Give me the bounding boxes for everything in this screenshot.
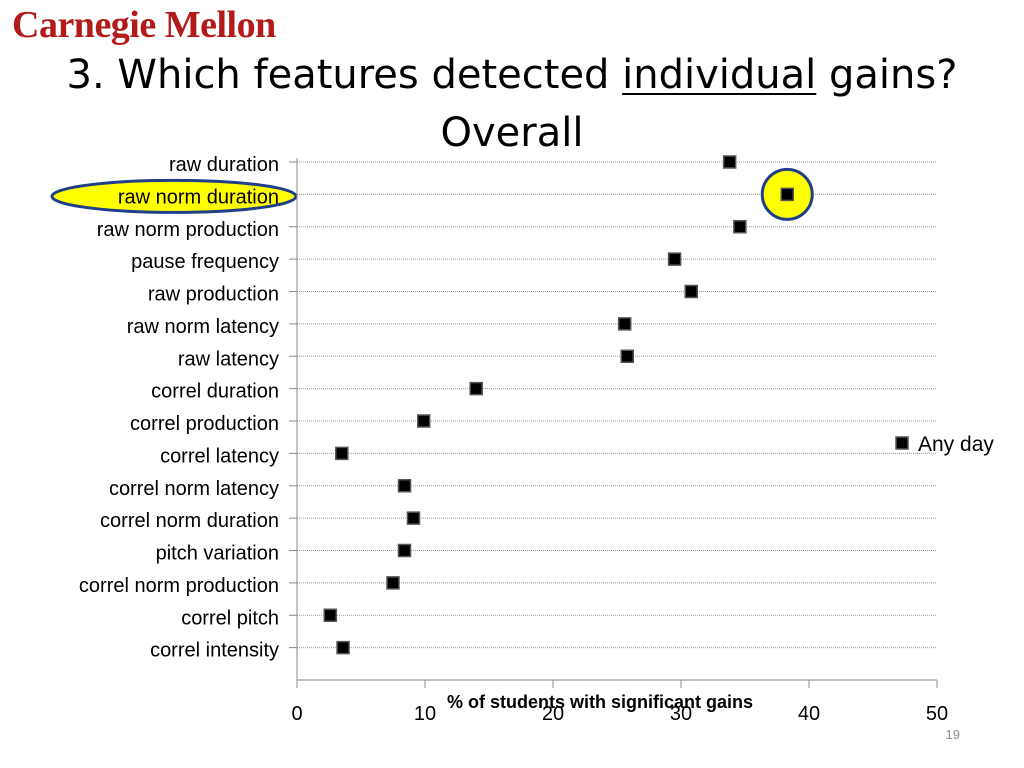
data-point bbox=[667, 252, 682, 266]
slide-title: 3. Which features detected individual ga… bbox=[0, 46, 1024, 162]
category-label: raw norm production bbox=[97, 219, 279, 241]
data-point bbox=[397, 543, 412, 558]
university-logo: Carnegie Mellon bbox=[12, 4, 276, 46]
category-label: raw duration bbox=[169, 154, 279, 176]
title-line-1: 3. Which features detected individual ga… bbox=[0, 46, 1024, 104]
title-suffix: gains? bbox=[816, 52, 958, 98]
x-tick-label: 10 bbox=[414, 703, 436, 725]
x-axis-label: % of students with significant gains bbox=[447, 692, 753, 712]
title-prefix: 3. Which features detected bbox=[66, 52, 623, 98]
page-number: 19 bbox=[945, 727, 960, 742]
x-tick-label: 20 bbox=[542, 703, 564, 725]
data-point bbox=[386, 576, 400, 590]
data-point bbox=[397, 479, 412, 493]
category-label: correl duration bbox=[151, 381, 279, 403]
category-label: raw latency bbox=[178, 348, 279, 370]
data-point bbox=[335, 446, 349, 461]
data-point bbox=[722, 155, 737, 169]
category-label: correl norm duration bbox=[100, 510, 279, 532]
category-label: correl latency bbox=[160, 445, 279, 467]
title-emphasis: individual bbox=[622, 52, 817, 98]
data-point bbox=[617, 317, 632, 331]
category-label: raw norm duration bbox=[118, 186, 279, 208]
data-point bbox=[684, 284, 698, 299]
category-label: pause frequency bbox=[131, 251, 279, 273]
data-point bbox=[469, 381, 483, 396]
category-label: correl intensity bbox=[150, 640, 279, 662]
x-tick-label: 30 bbox=[670, 703, 692, 725]
title-line-2: Overall bbox=[440, 110, 584, 156]
x-tick-label: 40 bbox=[798, 703, 820, 725]
legend-marker bbox=[895, 436, 909, 450]
category-label: raw production bbox=[148, 284, 279, 306]
category-label: correl pitch bbox=[181, 607, 279, 629]
data-point bbox=[323, 608, 338, 622]
x-tick-label: 0 bbox=[291, 703, 302, 725]
data-point bbox=[620, 349, 634, 363]
category-label: correl production bbox=[130, 413, 279, 435]
legend-label: Any day bbox=[918, 433, 994, 456]
category-label: pitch variation bbox=[156, 543, 279, 565]
category-label: correl norm production bbox=[79, 575, 279, 597]
data-point bbox=[416, 414, 431, 428]
category-label: raw norm latency bbox=[127, 316, 279, 338]
category-label: correl norm latency bbox=[109, 478, 279, 500]
highlight-ellipse-label bbox=[50, 178, 298, 214]
data-point bbox=[336, 640, 350, 655]
x-tick-label: 50 bbox=[926, 703, 948, 725]
data-point bbox=[733, 220, 747, 234]
data-point bbox=[780, 187, 794, 202]
data-point bbox=[406, 511, 421, 525]
